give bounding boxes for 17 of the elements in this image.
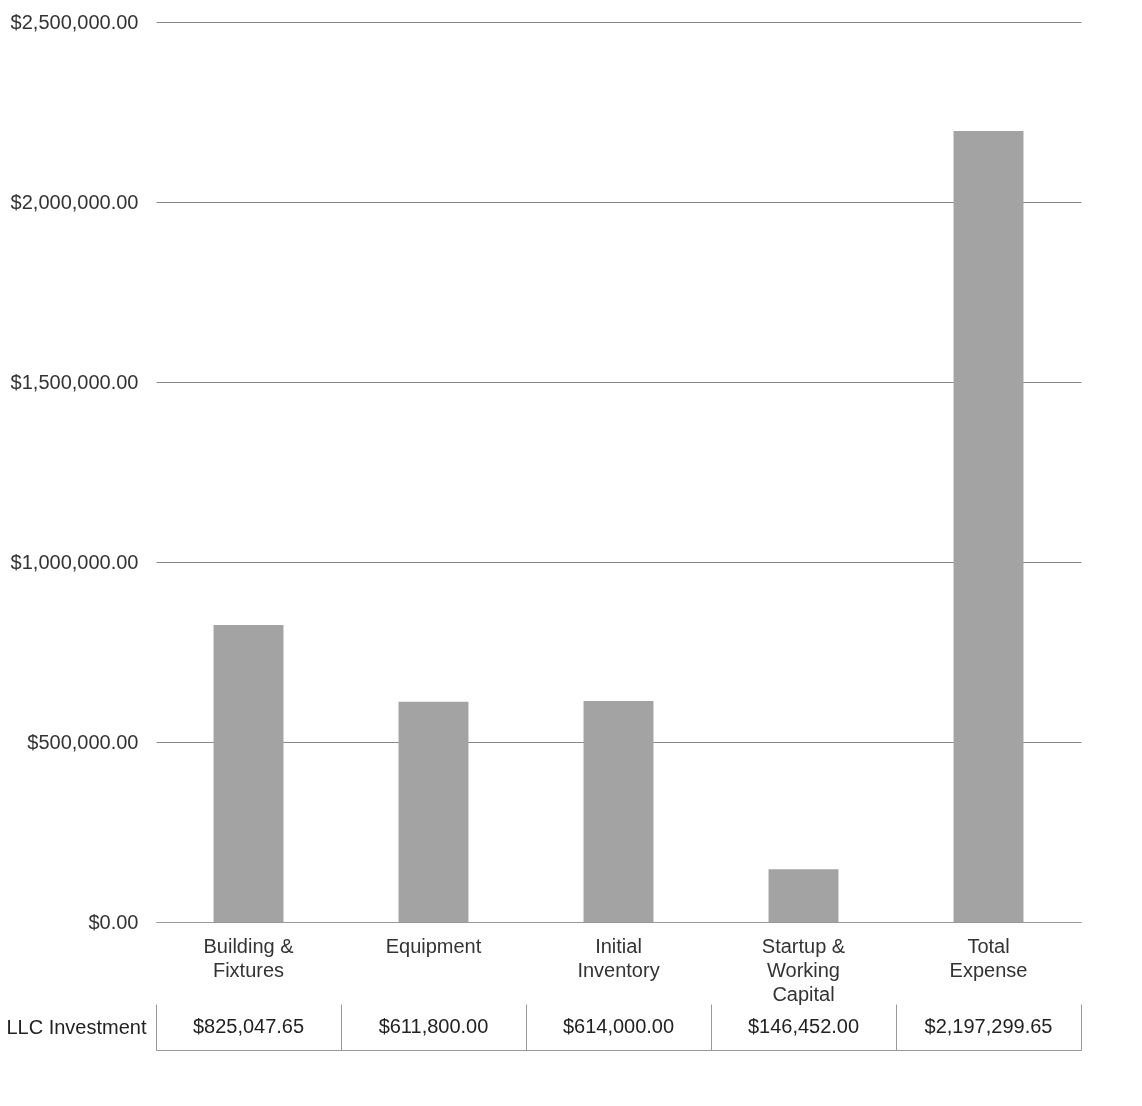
x-tick-label: Equipment xyxy=(385,934,482,957)
data-label: $146,452.00 xyxy=(747,1015,860,1037)
x-tick-label: Building & Fixtures xyxy=(203,934,295,981)
data-label: $2,197,299.65 xyxy=(924,1015,1053,1037)
y-tick-label: $1,000,000.00 xyxy=(10,550,139,573)
y-tick-label: $2,500,000.00 xyxy=(10,10,139,33)
data-label: $614,000.00 xyxy=(562,1015,675,1037)
y-tick-label: $500,000.00 xyxy=(27,730,139,753)
x-tick-label: Initial Inventory xyxy=(577,934,660,981)
x-tick-label: Startup & Working Capital xyxy=(761,934,846,1005)
y-tick-label: $2,000,000.00 xyxy=(10,190,139,213)
y-tick-label: $0.00 xyxy=(88,910,139,933)
y-tick-label: $1,500,000.00 xyxy=(10,370,139,393)
data-label: $611,800.00 xyxy=(378,1015,489,1037)
legend-label: LLC Investment xyxy=(6,1015,147,1038)
data-label: $825,047.65 xyxy=(192,1015,305,1037)
x-tick-label: Total Expense xyxy=(949,934,1028,981)
